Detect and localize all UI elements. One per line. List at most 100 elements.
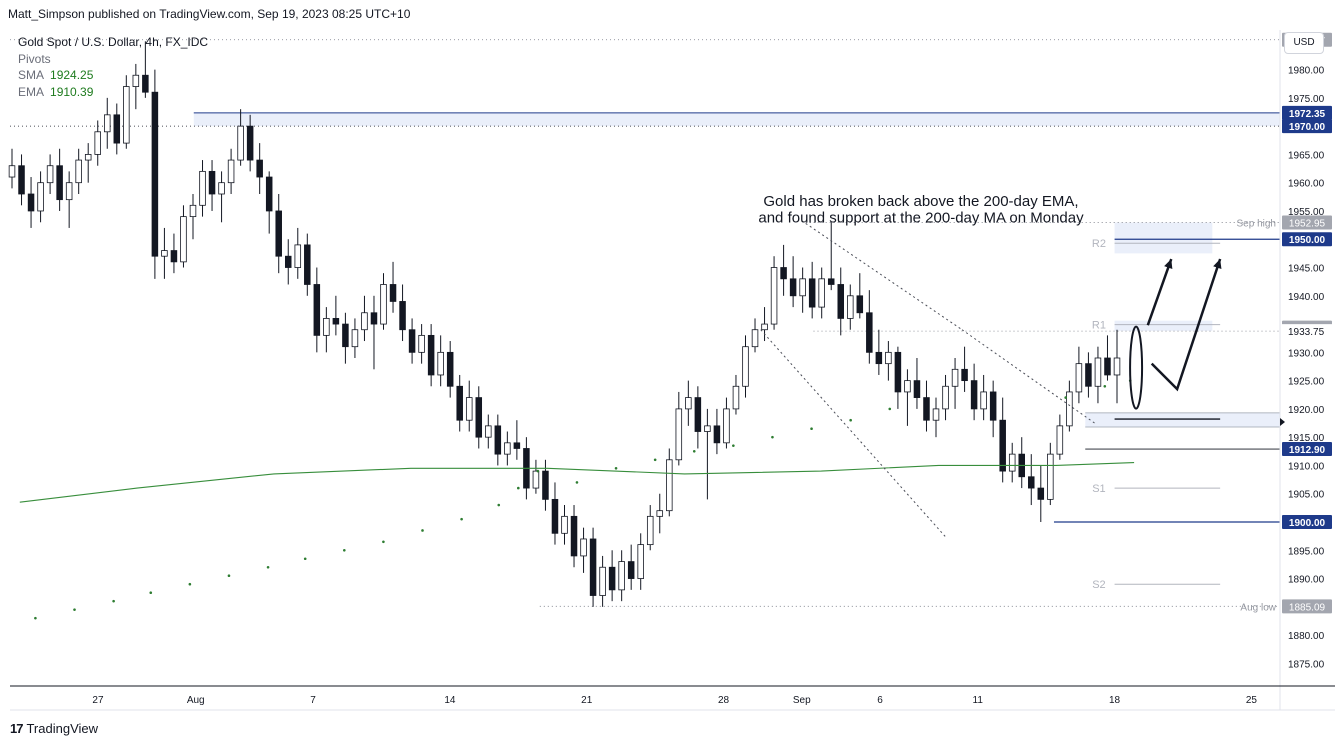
candle-body — [666, 459, 673, 512]
sar-dot — [73, 608, 76, 611]
time-tick-label: 18 — [1109, 695, 1121, 706]
candle-body — [37, 182, 44, 212]
price-tick-label: 1915.00 — [1288, 433, 1325, 444]
candle-body — [761, 323, 768, 331]
price-tick-label: 1905.00 — [1288, 490, 1325, 501]
publish-info: Matt_Simpson published on TradingView.co… — [8, 7, 411, 21]
candle-body — [980, 391, 987, 410]
pivots-indicator-label[interactable]: Pivots — [18, 51, 51, 66]
sar-dot — [303, 557, 307, 561]
candle-body — [294, 244, 302, 268]
sma-indicator[interactable]: SMA 1924.25 — [18, 67, 208, 84]
candle-body — [799, 278, 806, 297]
brand-name: TradingView — [26, 721, 99, 736]
price-tick-label: 1920.00 — [1288, 405, 1325, 416]
candle-body — [84, 154, 92, 161]
highlight-ellipse — [1129, 325, 1144, 410]
price-label: 1952.95 — [1289, 219, 1326, 230]
candle-body — [1056, 425, 1064, 455]
chart-legend: Gold Spot / U.S. Dollar, 4h, FX_IDC Pivo… — [18, 34, 208, 100]
candle-body — [132, 74, 140, 87]
candle-body — [780, 267, 787, 280]
price-label-bg — [1282, 324, 1332, 339]
candle-body — [875, 351, 883, 365]
candle-body — [218, 182, 225, 195]
ema-indicator[interactable]: EMA 1910.39 — [18, 84, 208, 101]
projection-path-1 — [1146, 258, 1173, 326]
candle-body — [770, 267, 778, 325]
price-zone — [1114, 222, 1213, 254]
price-tick-label: 1930.00 — [1288, 348, 1325, 359]
zones-layer — [193, 112, 1280, 427]
price-label: 1972.35 — [1289, 109, 1326, 120]
price-label: 1912.90 — [1289, 445, 1326, 456]
price-tick-label: 1965.00 — [1288, 150, 1325, 161]
candle-body — [180, 216, 187, 263]
candle-body — [418, 334, 425, 353]
sar-dot — [692, 450, 696, 453]
candle-body — [827, 278, 835, 285]
candle-body — [847, 295, 854, 319]
candle-body — [694, 397, 702, 432]
time-tick-label: 14 — [444, 695, 456, 706]
candle-body — [932, 408, 940, 421]
time-tick-label: 6 — [877, 695, 883, 706]
time-axis: 27 Aug 7 14 21 28 Sep 6 11 18 25 — [10, 685, 1335, 711]
candle-body — [904, 380, 911, 393]
candle-body — [427, 334, 435, 376]
candle-body — [646, 515, 654, 546]
tradingview-brand[interactable]: 17 TradingView — [10, 721, 98, 736]
time-tick-label: 28 — [718, 695, 730, 706]
candle-body — [580, 538, 587, 557]
candle-body — [504, 442, 511, 455]
price-zone — [1114, 320, 1213, 331]
price-tick-label: 1945.00 — [1288, 264, 1325, 275]
axis-marker-icon — [1280, 418, 1285, 426]
candle-body — [742, 346, 749, 387]
sar-dot — [732, 444, 735, 447]
candle-body — [170, 250, 178, 263]
candle-body — [208, 170, 216, 195]
candle-body — [351, 329, 359, 348]
symbol-title[interactable]: Gold Spot / U.S. Dollar, 4h, FX_IDC — [18, 35, 209, 49]
candle-body — [123, 86, 130, 144]
price-tick-label: 1925.00 — [1288, 377, 1325, 388]
level-label: Aug low — [1240, 602, 1276, 613]
candle-body — [275, 210, 282, 257]
price-tick-label: 1940.00 — [1288, 292, 1325, 303]
arrow-head-icon — [1164, 259, 1173, 269]
pivot-label-r1: R1 — [1092, 320, 1106, 332]
candle-body — [942, 385, 949, 410]
candle-body — [1066, 391, 1073, 427]
sar-dot — [460, 517, 463, 521]
candle-body — [46, 165, 54, 184]
candle-body — [313, 284, 321, 336]
sar-dot — [614, 466, 618, 470]
sar-dot — [575, 481, 579, 484]
candle-body — [227, 159, 235, 184]
currency-button[interactable]: USD — [1284, 32, 1324, 54]
candle-body — [713, 425, 721, 444]
candle-body — [342, 323, 349, 348]
candle-body — [789, 278, 797, 297]
candle-body — [380, 284, 387, 325]
candle-body — [246, 125, 254, 161]
candle-body — [199, 170, 206, 206]
candle-body — [361, 312, 368, 331]
pivot-label-s1: S1 — [1092, 483, 1105, 495]
candle-body — [161, 250, 168, 257]
candle-body — [304, 244, 311, 285]
pivot-label-s2: S2 — [1092, 579, 1105, 591]
candle-body — [113, 114, 121, 144]
price-tick-label: 1880.00 — [1288, 631, 1325, 642]
price-zone — [193, 112, 1280, 127]
candle-body — [866, 312, 873, 353]
sar-dot — [536, 469, 540, 473]
price-label-bg — [1282, 232, 1332, 247]
sar-dot — [227, 574, 231, 578]
arrow-head-icon — [1213, 259, 1222, 269]
candle-body — [1113, 357, 1121, 376]
price-label-bg — [1282, 599, 1332, 614]
candle-body — [589, 538, 597, 596]
